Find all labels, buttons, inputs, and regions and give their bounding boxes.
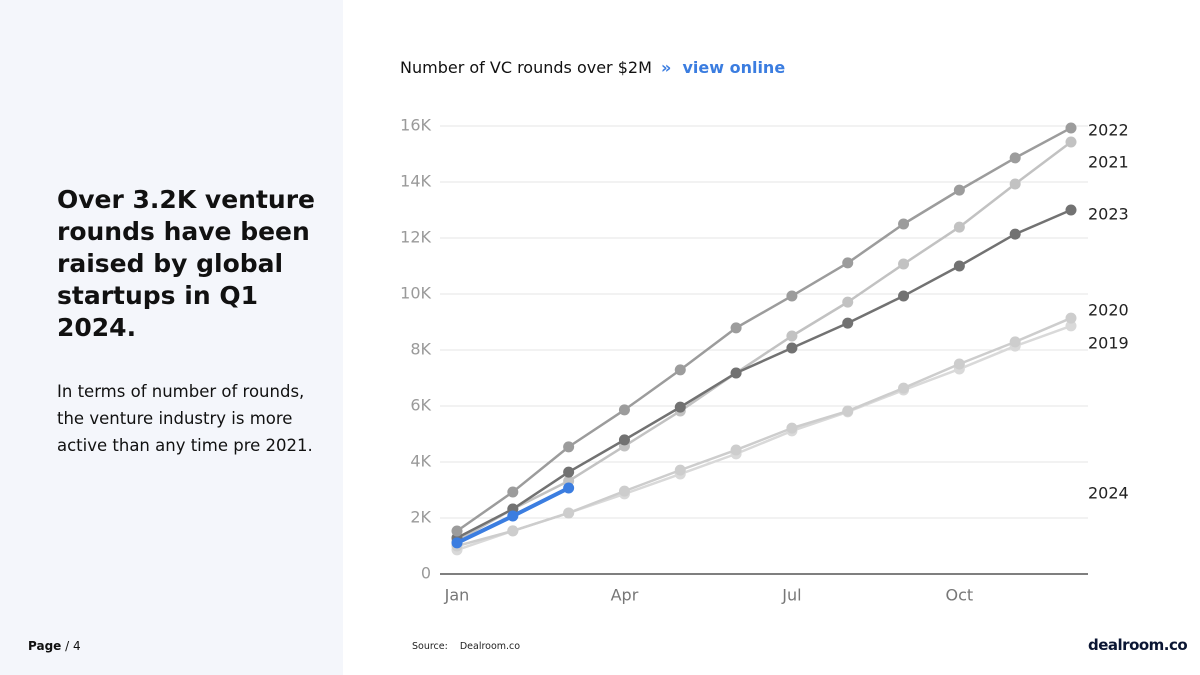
series-label: 2023	[1088, 205, 1129, 224]
chart-header: Number of VC rounds over $2M » view onli…	[400, 58, 785, 77]
x-tick-label: Oct	[946, 586, 974, 605]
logo: dealroom.co	[1088, 636, 1188, 654]
heading: Over 3.2K venture rounds have been raise…	[57, 185, 315, 342]
y-tick-label: 14K	[400, 172, 431, 191]
data-point	[730, 322, 742, 334]
data-point	[842, 257, 854, 269]
x-tick-label: Apr	[611, 586, 639, 605]
data-point	[842, 296, 854, 308]
chart-title: Number of VC rounds over $2M	[400, 58, 652, 77]
data-point	[1065, 312, 1077, 324]
data-point	[507, 486, 519, 498]
data-point	[953, 221, 965, 233]
data-point	[1065, 136, 1077, 148]
data-point	[842, 317, 854, 329]
data-point	[730, 367, 742, 379]
page-count: / 4	[65, 639, 81, 653]
y-tick-label: 4K	[410, 452, 431, 471]
series-line	[456, 208, 1072, 539]
data-point	[1065, 320, 1077, 332]
x-tick-label: Jan	[444, 586, 470, 605]
data-point	[786, 330, 798, 342]
page-label: Page	[28, 639, 62, 653]
data-point	[1065, 122, 1077, 134]
data-point	[898, 258, 910, 270]
series-line	[456, 126, 1072, 533]
data-point	[563, 441, 575, 453]
data-point	[451, 537, 463, 549]
data-point	[451, 525, 463, 537]
link-text[interactable]: view online	[682, 58, 786, 77]
y-tick-label: 16K	[400, 116, 431, 135]
data-point	[786, 342, 798, 354]
data-point	[842, 405, 854, 417]
data-point	[507, 525, 519, 537]
source: Source: Dealroom.co	[412, 641, 532, 652]
data-point	[674, 364, 686, 376]
data-point	[1009, 152, 1021, 164]
data-point	[898, 382, 910, 394]
series-label: 2019	[1088, 334, 1129, 353]
data-point	[898, 290, 910, 302]
y-tick-label: 6K	[410, 396, 431, 415]
source-name: Dealroom.co	[459, 641, 521, 652]
data-point	[786, 422, 798, 434]
series-label: 2020	[1088, 301, 1129, 320]
y-tick-label: 10K	[400, 284, 431, 303]
data-point	[1009, 178, 1021, 190]
data-point	[953, 260, 965, 272]
page-number: Page / 4	[28, 639, 81, 653]
series-line	[456, 140, 1072, 543]
data-point	[507, 510, 519, 522]
link-arrow[interactable]: »	[660, 58, 672, 77]
data-point	[1009, 336, 1021, 348]
series-label: 2024	[1088, 484, 1129, 503]
x-tick-label: Jul	[781, 586, 801, 605]
source-label: Source:	[412, 641, 448, 652]
data-point	[563, 507, 575, 519]
data-point	[953, 358, 965, 370]
side-panel	[0, 0, 343, 675]
view-online-link[interactable]: » view online	[661, 58, 785, 77]
y-tick-label: 2K	[410, 508, 431, 527]
paragraph: In terms of number of rounds, the ventur…	[57, 382, 313, 455]
series-label: 2021	[1088, 153, 1129, 172]
data-point	[674, 464, 686, 476]
data-point	[730, 444, 742, 456]
series-line	[456, 316, 1072, 548]
data-point	[618, 434, 630, 446]
data-point	[898, 218, 910, 230]
data-point	[618, 404, 630, 416]
data-point	[1065, 204, 1077, 216]
y-tick-label: 8K	[410, 340, 431, 359]
data-point	[563, 482, 575, 494]
y-tick-label: 12K	[400, 228, 431, 247]
data-point	[674, 401, 686, 413]
data-point	[786, 290, 798, 302]
series-label: 2022	[1088, 121, 1129, 140]
data-point	[953, 184, 965, 196]
y-tick-label: 0	[421, 564, 431, 583]
data-point	[1009, 228, 1021, 240]
data-point	[563, 466, 575, 478]
data-point	[618, 485, 630, 497]
